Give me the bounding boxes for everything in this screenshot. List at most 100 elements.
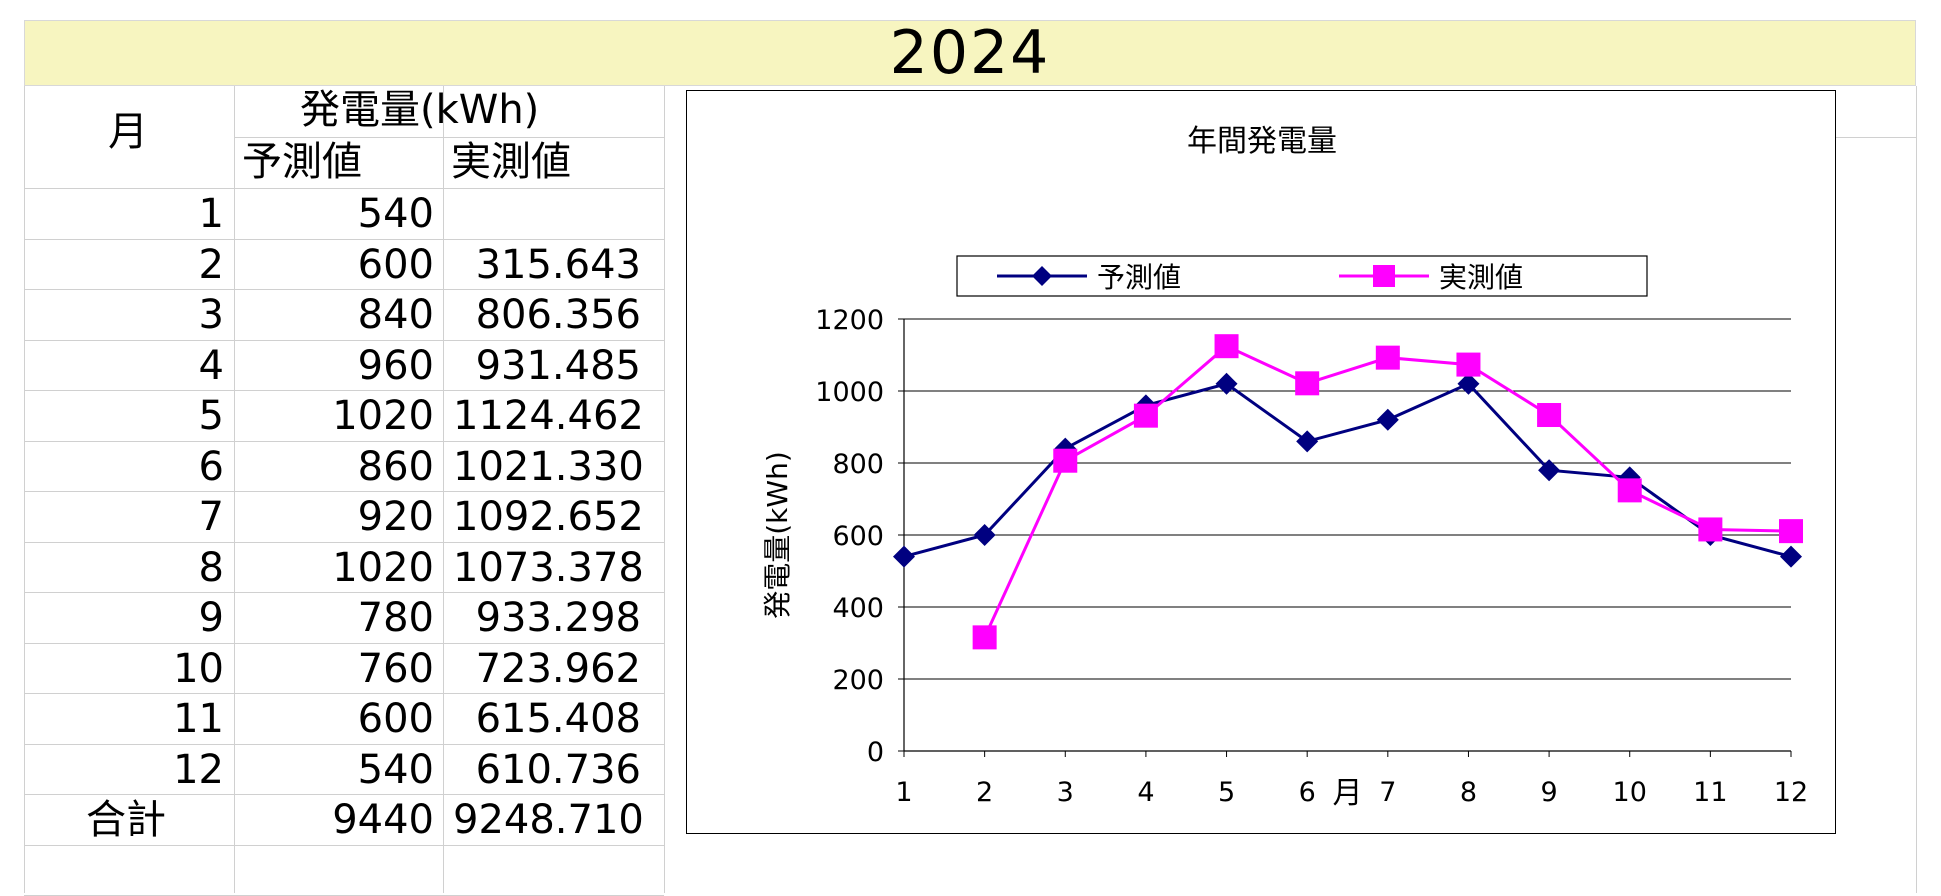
actual-cell: 1073.378 [453, 544, 644, 591]
grid-line [24, 794, 664, 795]
x-tick-label: 6 [1299, 777, 1316, 808]
x-tick-label: 7 [1379, 777, 1396, 808]
y-tick-label: 400 [832, 593, 884, 624]
forecast-cell: 540 [357, 191, 434, 237]
month-cell: 3 [198, 292, 224, 338]
actual-cell: 315.643 [475, 241, 641, 288]
forecast-cell: 860 [357, 443, 434, 490]
year-title: 2024 [24, 18, 1916, 88]
data-point-forecast [1296, 430, 1319, 453]
data-point-forecast [893, 545, 915, 568]
forecast-cell: 920 [357, 494, 434, 540]
y-tick-label: 600 [832, 521, 884, 552]
y-tick-label: 200 [832, 665, 884, 696]
grid-line [443, 86, 444, 893]
grid-line [234, 137, 664, 138]
y-axis-label: 発電量(kWh) [761, 451, 794, 619]
actual-cell: 806.356 [475, 292, 641, 338]
y-tick-label: 800 [832, 449, 884, 480]
x-tick-label: 12 [1774, 777, 1808, 808]
month-cell: 2 [198, 241, 224, 288]
grid-line [24, 592, 664, 593]
x-tick-label: 3 [1057, 777, 1074, 808]
grid-line [24, 339, 664, 341]
month-cell: 10 [173, 645, 224, 692]
legend-label: 実測値 [1439, 261, 1523, 294]
x-tick-label: 5 [1218, 777, 1235, 808]
data-point-actual [1698, 517, 1723, 542]
total-forecast-cell: 9440 [332, 797, 434, 843]
grid-line [24, 440, 664, 442]
grid-line [1836, 137, 1916, 138]
data-point-forecast [973, 524, 996, 546]
forecast-cell: 600 [357, 696, 434, 742]
series-line-1 [903, 381, 1792, 559]
grid-line [24, 844, 664, 846]
month-cell: 11 [173, 696, 224, 742]
data-point-actual [1375, 345, 1400, 370]
data-point-forecast [1538, 459, 1561, 482]
grid-line [664, 86, 665, 893]
y-tick-label: 0 [867, 737, 884, 768]
actual-cell: 1092.652 [453, 494, 644, 540]
grid-line [24, 743, 664, 745]
actual-cell: 1021.330 [453, 443, 644, 490]
month-cell: 5 [198, 393, 224, 439]
grid-line [24, 86, 25, 893]
forecast-cell: 1020 [332, 544, 434, 591]
x-tick-label: 8 [1460, 777, 1477, 808]
legend-label: 予測値 [1097, 261, 1181, 294]
grid-line [24, 642, 664, 644]
data-point-actual [1537, 403, 1562, 428]
generation-header: 発電量(kWh) [300, 87, 540, 133]
chart-area[interactable]: 年間発電量 予測値 実測値 0 200 400 600 800 1000 1200 1 2 3 4 5 6 7 8… [686, 90, 1836, 834]
x-tick-label: 2 [976, 777, 993, 808]
actual-header: 実測値 [451, 139, 571, 185]
grid-line [234, 86, 235, 893]
actual-cell: 1124.462 [453, 393, 644, 439]
data-point-forecast [1780, 545, 1802, 568]
grid-line [24, 238, 664, 240]
x-axis-label: 月 [1333, 776, 1363, 811]
grid-line [24, 289, 664, 290]
grid-line [24, 693, 664, 694]
month-cell: 1 [198, 191, 224, 237]
forecast-cell: 780 [357, 595, 434, 641]
data-point-actual [1779, 519, 1803, 544]
month-cell: 4 [198, 342, 224, 389]
x-tick-label: 1 [895, 777, 912, 808]
grid-line [24, 188, 664, 189]
grid-line [24, 491, 664, 492]
grid-line [24, 390, 664, 391]
forecast-cell: 840 [357, 292, 434, 338]
forecast-cell: 960 [357, 342, 434, 389]
actual-cell: 933.298 [475, 595, 641, 641]
y-tick-label: 1000 [815, 377, 884, 408]
month-cell: 9 [198, 595, 224, 641]
actual-cell: 723.962 [475, 645, 641, 692]
data-point-actual [1617, 478, 1642, 503]
data-point-actual [1214, 334, 1239, 359]
forecast-cell: 760 [357, 645, 434, 692]
legend-marker-diamond [1032, 266, 1052, 286]
x-tick-label: 10 [1613, 777, 1647, 808]
data-point-actual [972, 625, 997, 650]
data-point-actual [1295, 371, 1320, 396]
actual-cell: 931.485 [475, 342, 641, 389]
legend-marker-square [1373, 265, 1395, 287]
actual-cell: 615.408 [475, 696, 641, 742]
forecast-cell: 540 [357, 746, 434, 793]
month-cell: 6 [198, 443, 224, 490]
series-line-2 [983, 344, 1792, 638]
total-actual-cell: 9248.710 [453, 797, 644, 843]
x-tick-label: 11 [1693, 777, 1727, 808]
data-point-actual [1133, 403, 1158, 428]
grid-line [24, 541, 664, 543]
y-tick-label: 1200 [815, 305, 884, 336]
forecast-cell: 1020 [332, 393, 434, 439]
x-tick-label: 4 [1137, 777, 1154, 808]
data-point-actual [1053, 448, 1078, 473]
month-cell: 8 [198, 544, 224, 591]
data-point-actual [1456, 352, 1481, 377]
